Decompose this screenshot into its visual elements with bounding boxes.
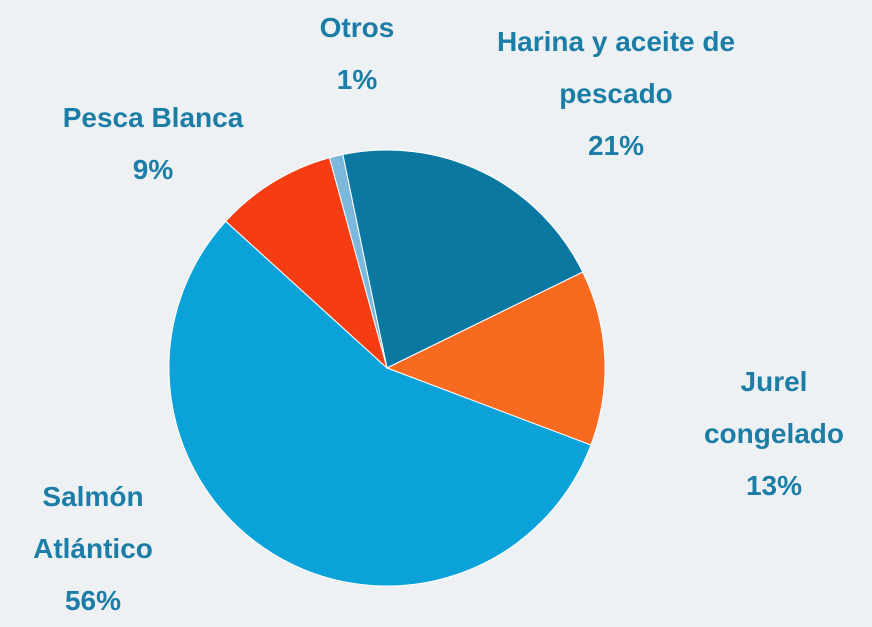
value-label: 9%: [132, 154, 174, 185]
slice-label: Otros 1%: [297, 2, 417, 106]
value-label: 13%: [745, 470, 803, 501]
page: (() => { const data = JSON.parse(documen…: [23, 2, 854, 616]
pie-slice: [168, 220, 592, 587]
pie-slice: [385, 271, 606, 446]
value-label: 21%: [587, 130, 645, 161]
pie-slice: [328, 153, 388, 369]
pie-slice: [225, 157, 388, 370]
slice-label: Jurel congelado 13%: [694, 356, 854, 512]
chart: [168, 149, 606, 587]
category-name: Harina y aceite de pescado: [496, 26, 736, 109]
category-name: Pesca Blanca: [62, 102, 244, 133]
pie-slice: [342, 149, 584, 369]
category-name: Otros: [319, 12, 395, 43]
category-name: Jurel congelado: [703, 366, 844, 449]
slice-label: Pesca Blanca 9%: [23, 92, 283, 196]
category-name: Salmón Atlántico: [33, 481, 153, 564]
slice-label: Salmón Atlántico 56%: [13, 471, 173, 627]
value-label: 1%: [336, 64, 378, 95]
value-label: 56%: [64, 585, 122, 616]
slice-label: Harina y aceite de pescado 21%: [476, 16, 756, 172]
